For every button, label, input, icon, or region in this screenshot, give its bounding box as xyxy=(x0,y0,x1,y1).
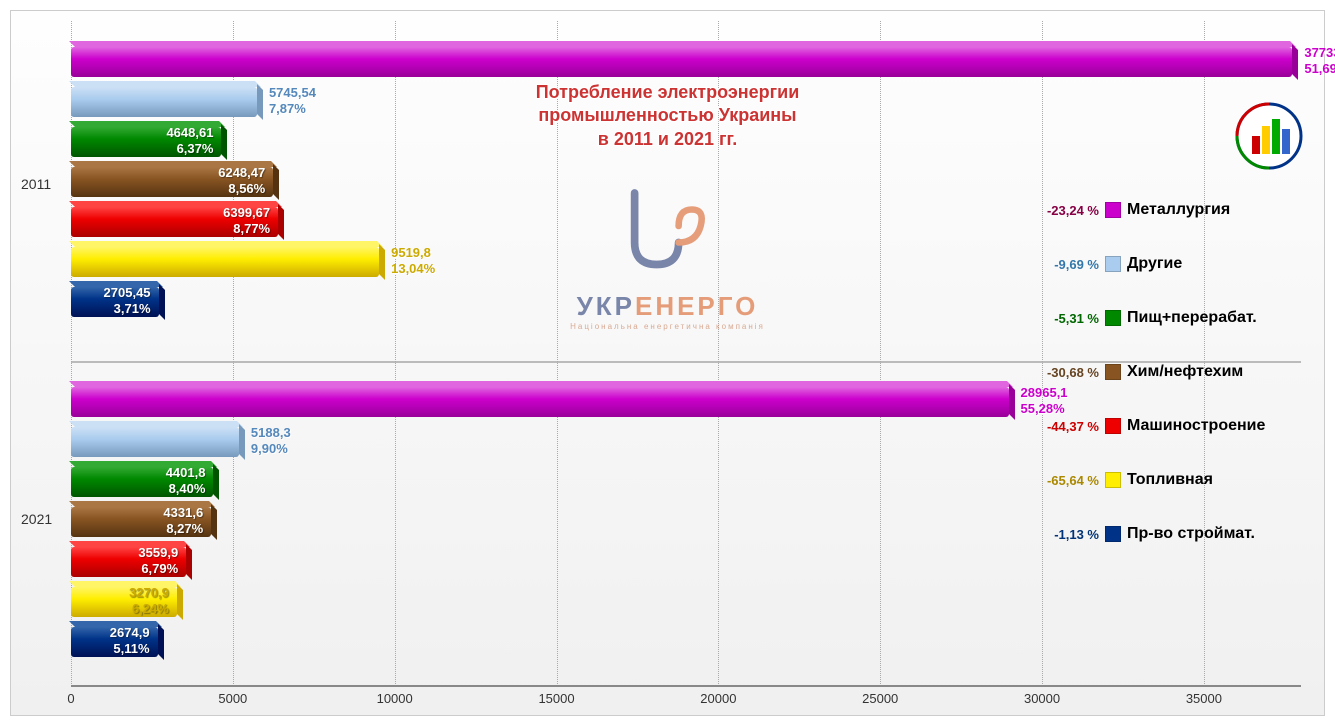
bar-value-label: 2674,95,11% xyxy=(79,625,150,656)
bar-value-label: 4331,68,27% xyxy=(79,505,203,536)
legend-label: Хим/нефтехим xyxy=(1127,363,1243,381)
bar-value-label: 5188,39,90% xyxy=(251,425,291,456)
logo-subtitle: Національна енергетична компанія xyxy=(570,322,765,331)
legend-label: Топливная xyxy=(1127,471,1213,489)
x-tick-label: 25000 xyxy=(862,691,898,706)
legend-label: Металлургия xyxy=(1127,201,1230,219)
bar: 2674,95,11% xyxy=(71,621,1301,659)
legend-item: -44,37 % Машиностроение xyxy=(1024,417,1304,435)
chart-title: Потребление электроэнергии промышленност… xyxy=(536,81,800,151)
legend-delta: -23,24 % xyxy=(1024,203,1099,218)
legend-swatch xyxy=(1105,472,1121,488)
x-tick-label: 20000 xyxy=(700,691,736,706)
legend-item: -23,24 % Металлургия xyxy=(1024,201,1304,219)
legend-swatch xyxy=(1105,526,1121,542)
legend-swatch xyxy=(1105,256,1121,272)
y-label-2021: 2021 xyxy=(21,511,52,527)
x-tick-label: 10000 xyxy=(377,691,413,706)
legend-delta: -44,37 % xyxy=(1024,419,1099,434)
legend-item: -9,69 % Другие xyxy=(1024,255,1304,273)
corner-badge-icon xyxy=(1234,101,1304,171)
legend-delta: -65,64 % xyxy=(1024,473,1099,488)
legend-item: -5,31 % Пищ+перерабат. xyxy=(1024,309,1304,327)
legend-swatch xyxy=(1105,364,1121,380)
title-line-1: Потребление электроэнергии xyxy=(536,81,800,104)
x-axis: 05000100001500020000250003000035000 xyxy=(71,685,1301,705)
legend-label: Пищ+перерабат. xyxy=(1127,309,1257,327)
title-line-3: в 2011 и 2021 гг. xyxy=(536,128,800,151)
chart-container: 37733,7451,69% 5745,547,87% 4648,616,37% 62… xyxy=(10,10,1325,716)
y-label-2011: 2011 xyxy=(21,176,51,192)
bar-value-label: 6248,478,56% xyxy=(79,165,265,196)
title-line-2: промышленностью Украины xyxy=(536,104,800,127)
legend-delta: -1,13 % xyxy=(1024,527,1099,542)
bar-value-label: 6399,678,77% xyxy=(79,205,270,236)
legend-label: Машиностроение xyxy=(1127,417,1265,435)
bar-value-label: 4401,88,40% xyxy=(79,465,205,496)
bar-value-label: 3559,96,79% xyxy=(79,545,178,576)
ukrenergo-logo-icon xyxy=(612,171,722,281)
bar: 37733,7451,69% xyxy=(71,41,1301,79)
x-tick-label: 5000 xyxy=(218,691,247,706)
legend-item: -30,68 % Хим/нефтехим xyxy=(1024,363,1304,381)
legend-delta: -30,68 % xyxy=(1024,365,1099,380)
legend-item: -65,64 % Топливная xyxy=(1024,471,1304,489)
bar-value-label: 37733,7451,69% xyxy=(1304,45,1335,76)
legend-delta: -5,31 % xyxy=(1024,311,1099,326)
bar-value-label: 3270,96,24% xyxy=(79,585,169,616)
bar-value-label: 4648,616,37% xyxy=(79,125,213,156)
bar-value-label: 9519,813,04% xyxy=(391,245,435,276)
x-tick-label: 35000 xyxy=(1186,691,1222,706)
legend-label: Пр-во строймат. xyxy=(1127,525,1255,543)
legend-label: Другие xyxy=(1127,255,1182,273)
x-tick-label: 15000 xyxy=(538,691,574,706)
legend-delta: -9,69 % xyxy=(1024,257,1099,272)
bar: 3270,96,24% xyxy=(71,581,1301,619)
x-tick-label: 30000 xyxy=(1024,691,1060,706)
bar-value-label: 2705,453,71% xyxy=(79,285,151,316)
bar-value-label: 5745,547,87% xyxy=(269,85,316,116)
legend: -23,24 % Металлургия -9,69 % Другие -5,31 % П… xyxy=(1024,201,1304,579)
legend-swatch xyxy=(1105,202,1121,218)
legend-item: -1,13 % Пр-во строймат. xyxy=(1024,525,1304,543)
legend-swatch xyxy=(1105,310,1121,326)
center-logo: УКРЕНЕРГО Національна енергетична компан… xyxy=(570,171,765,331)
x-tick-label: 0 xyxy=(67,691,74,706)
logo-text: УКРЕНЕРГО xyxy=(570,291,765,322)
legend-swatch xyxy=(1105,418,1121,434)
